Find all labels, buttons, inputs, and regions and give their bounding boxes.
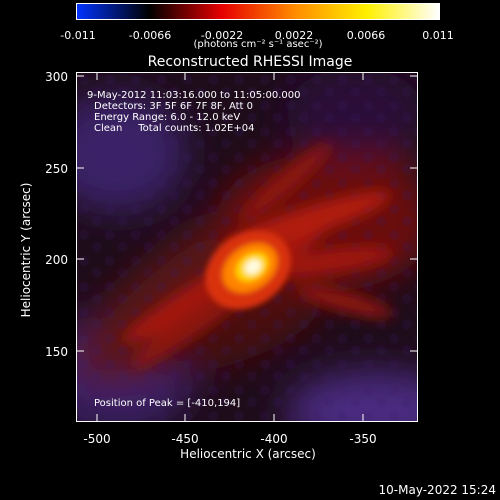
clean-counts-label: Clean Total counts: 1.02E+04 (94, 123, 255, 134)
time-range-label: 9-May-2012 11:03:16.000 to 11:05:00.000 (87, 90, 301, 101)
colorbar-tick: -0.0066 (128, 29, 172, 42)
flare-source (205, 230, 291, 310)
x-tick-label: -450 (171, 432, 199, 446)
colorbar (76, 3, 440, 20)
y-tick-label: 200 (45, 253, 68, 267)
colorbar-tick: 0.011 (422, 29, 454, 42)
plot-title: Reconstructed RHESSI Image (147, 54, 353, 70)
y-tick-label: 300 (45, 70, 68, 84)
peak-position-label: Position of Peak = [-410,194] (94, 398, 241, 409)
energy-range-label: Energy Range: 6.0 - 12.0 keV (94, 112, 241, 123)
x-tick-label: -500 (83, 432, 111, 446)
colorbar-gradient (77, 4, 439, 19)
detectors-label: Detectors: 3F 5F 6F 7F 8F, Att 0 (94, 101, 254, 112)
y-tick-label: 150 (45, 345, 68, 359)
image-map (77, 73, 417, 421)
y-tick-label: 250 (45, 162, 68, 176)
colorbar-tick: 0.0066 (346, 29, 386, 42)
x-axis-label: Heliocentric X (arcsec) (180, 447, 316, 461)
y-axis-label: Heliocentric Y (arcsec) (19, 182, 33, 318)
x-tick-label: -400 (260, 432, 288, 446)
date-stamp: 10-May-2022 15:24 (378, 483, 496, 497)
colorbar-tick: -0.0022 (200, 29, 244, 42)
colorbar-tick: 0.0022 (274, 29, 314, 42)
x-tick-label: -350 (349, 432, 377, 446)
colorbar-tick: -0.011 (60, 29, 96, 42)
rhessi-image-plot: 9-May-2012 11:03:16.000 to 11:05:00.000 … (76, 72, 418, 422)
colorbar-units: (photons cm⁻² s⁻¹ asec⁻²) (193, 39, 323, 50)
